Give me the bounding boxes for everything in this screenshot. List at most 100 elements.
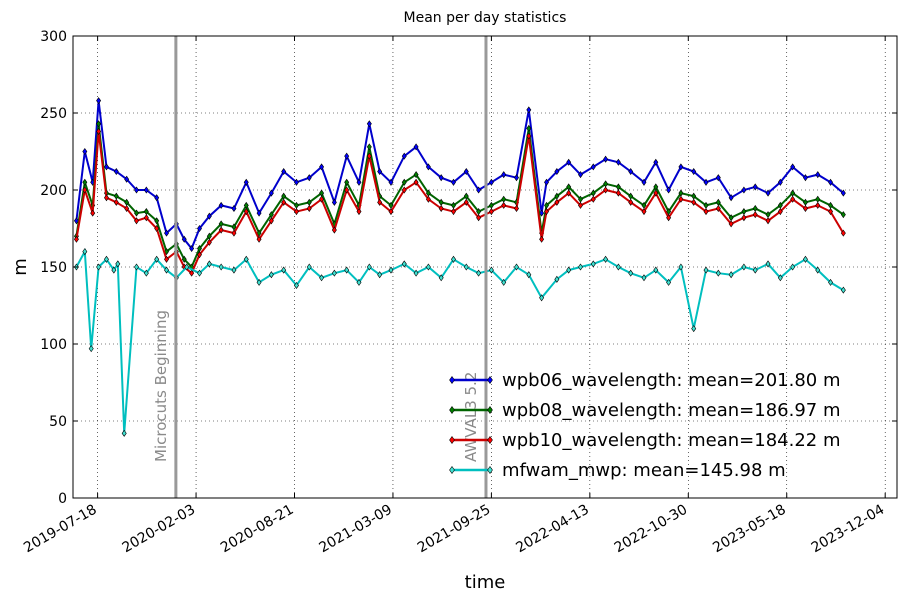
legend-entry: wpb10_wavelength: mean=184.22 m (449, 430, 840, 451)
data-point (691, 167, 697, 176)
data-point (765, 189, 771, 197)
data-point (425, 263, 431, 271)
data-point (104, 194, 109, 202)
data-point (777, 274, 783, 282)
data-point (728, 271, 734, 279)
data-point (115, 260, 121, 268)
data-point (143, 214, 149, 222)
data-point (628, 198, 634, 206)
data-point (401, 178, 407, 186)
data-point (90, 209, 96, 217)
data-point (451, 178, 456, 186)
data-point (590, 260, 596, 268)
data-point (134, 186, 139, 194)
data-point (189, 269, 195, 277)
data-point (554, 198, 560, 206)
data-point (815, 266, 821, 274)
data-point (790, 163, 796, 171)
annotations: Microcuts Beginning AWVAL3 5.2 (152, 36, 488, 498)
data-point (134, 209, 139, 217)
data-point (539, 294, 545, 302)
data-point (488, 178, 494, 186)
data-point (438, 274, 444, 282)
data-point (802, 174, 808, 182)
y-tick-label: 0 (58, 491, 67, 507)
data-point (104, 163, 109, 171)
data-point (741, 263, 747, 271)
data-point (306, 263, 312, 271)
data-point (218, 226, 224, 234)
data-point (319, 274, 325, 282)
legend-label: wpb08_wavelength: mean=186.97 m (502, 400, 840, 421)
data-point (82, 178, 88, 186)
data-point (197, 224, 202, 233)
data-point (641, 274, 647, 282)
data-point (603, 155, 609, 163)
data-point (463, 198, 469, 206)
data-point (566, 158, 572, 166)
data-point (666, 278, 672, 286)
data-point (691, 325, 697, 333)
data-point (678, 163, 684, 171)
x-tick-label: 2019-07-18 (21, 502, 99, 557)
data-point (501, 171, 507, 179)
data-point (526, 132, 532, 140)
data-point (377, 198, 383, 206)
data-point (741, 214, 747, 222)
data-point (231, 204, 237, 213)
data-point (113, 167, 119, 176)
data-point (388, 208, 394, 216)
data-point (413, 143, 419, 151)
x-axis-label: time (465, 572, 506, 593)
data-point (691, 198, 697, 206)
data-point (294, 178, 299, 186)
data-point (82, 186, 88, 194)
annotation-label: AWVAL3 5.2 (462, 372, 480, 462)
data-point (765, 260, 771, 268)
data-point (752, 204, 758, 213)
data-point (96, 97, 102, 105)
data-point (243, 255, 249, 263)
data-point (388, 266, 394, 274)
data-point (331, 198, 337, 206)
data-point (104, 255, 109, 263)
data-point (641, 178, 647, 186)
data-point (154, 224, 160, 233)
legend-label: wpb10_wavelength: mean=184.22 m (502, 430, 840, 451)
data-point (401, 152, 407, 160)
data-point (96, 120, 102, 128)
data-point (243, 178, 249, 186)
data-point (82, 248, 88, 256)
data-point (231, 266, 237, 274)
data-point (206, 238, 212, 246)
data-point (218, 201, 224, 209)
data-point (514, 204, 519, 213)
data-point (828, 178, 834, 186)
legend-marker (449, 375, 455, 385)
data-point (777, 208, 783, 216)
data-point (615, 158, 621, 166)
data-point (438, 174, 444, 182)
data-point (134, 263, 139, 271)
data-point (96, 127, 102, 136)
data-point (164, 229, 169, 237)
data-point (728, 220, 734, 228)
data-point (615, 189, 621, 197)
data-point (666, 186, 672, 194)
series-line (75, 123, 844, 269)
data-point (189, 244, 195, 253)
data-point (539, 209, 545, 217)
legend-entry: wpb08_wavelength: mean=186.97 m (449, 400, 840, 421)
legend-marker (487, 435, 493, 445)
data-point (121, 429, 127, 437)
data-point (413, 178, 419, 186)
data-point (294, 281, 299, 290)
data-point (281, 167, 287, 176)
data-point (197, 269, 202, 277)
data-point (828, 208, 834, 216)
data-point (113, 198, 119, 206)
annotation-label: Microcuts Beginning (152, 310, 170, 462)
series-3 (73, 127, 846, 277)
data-point (344, 266, 350, 274)
